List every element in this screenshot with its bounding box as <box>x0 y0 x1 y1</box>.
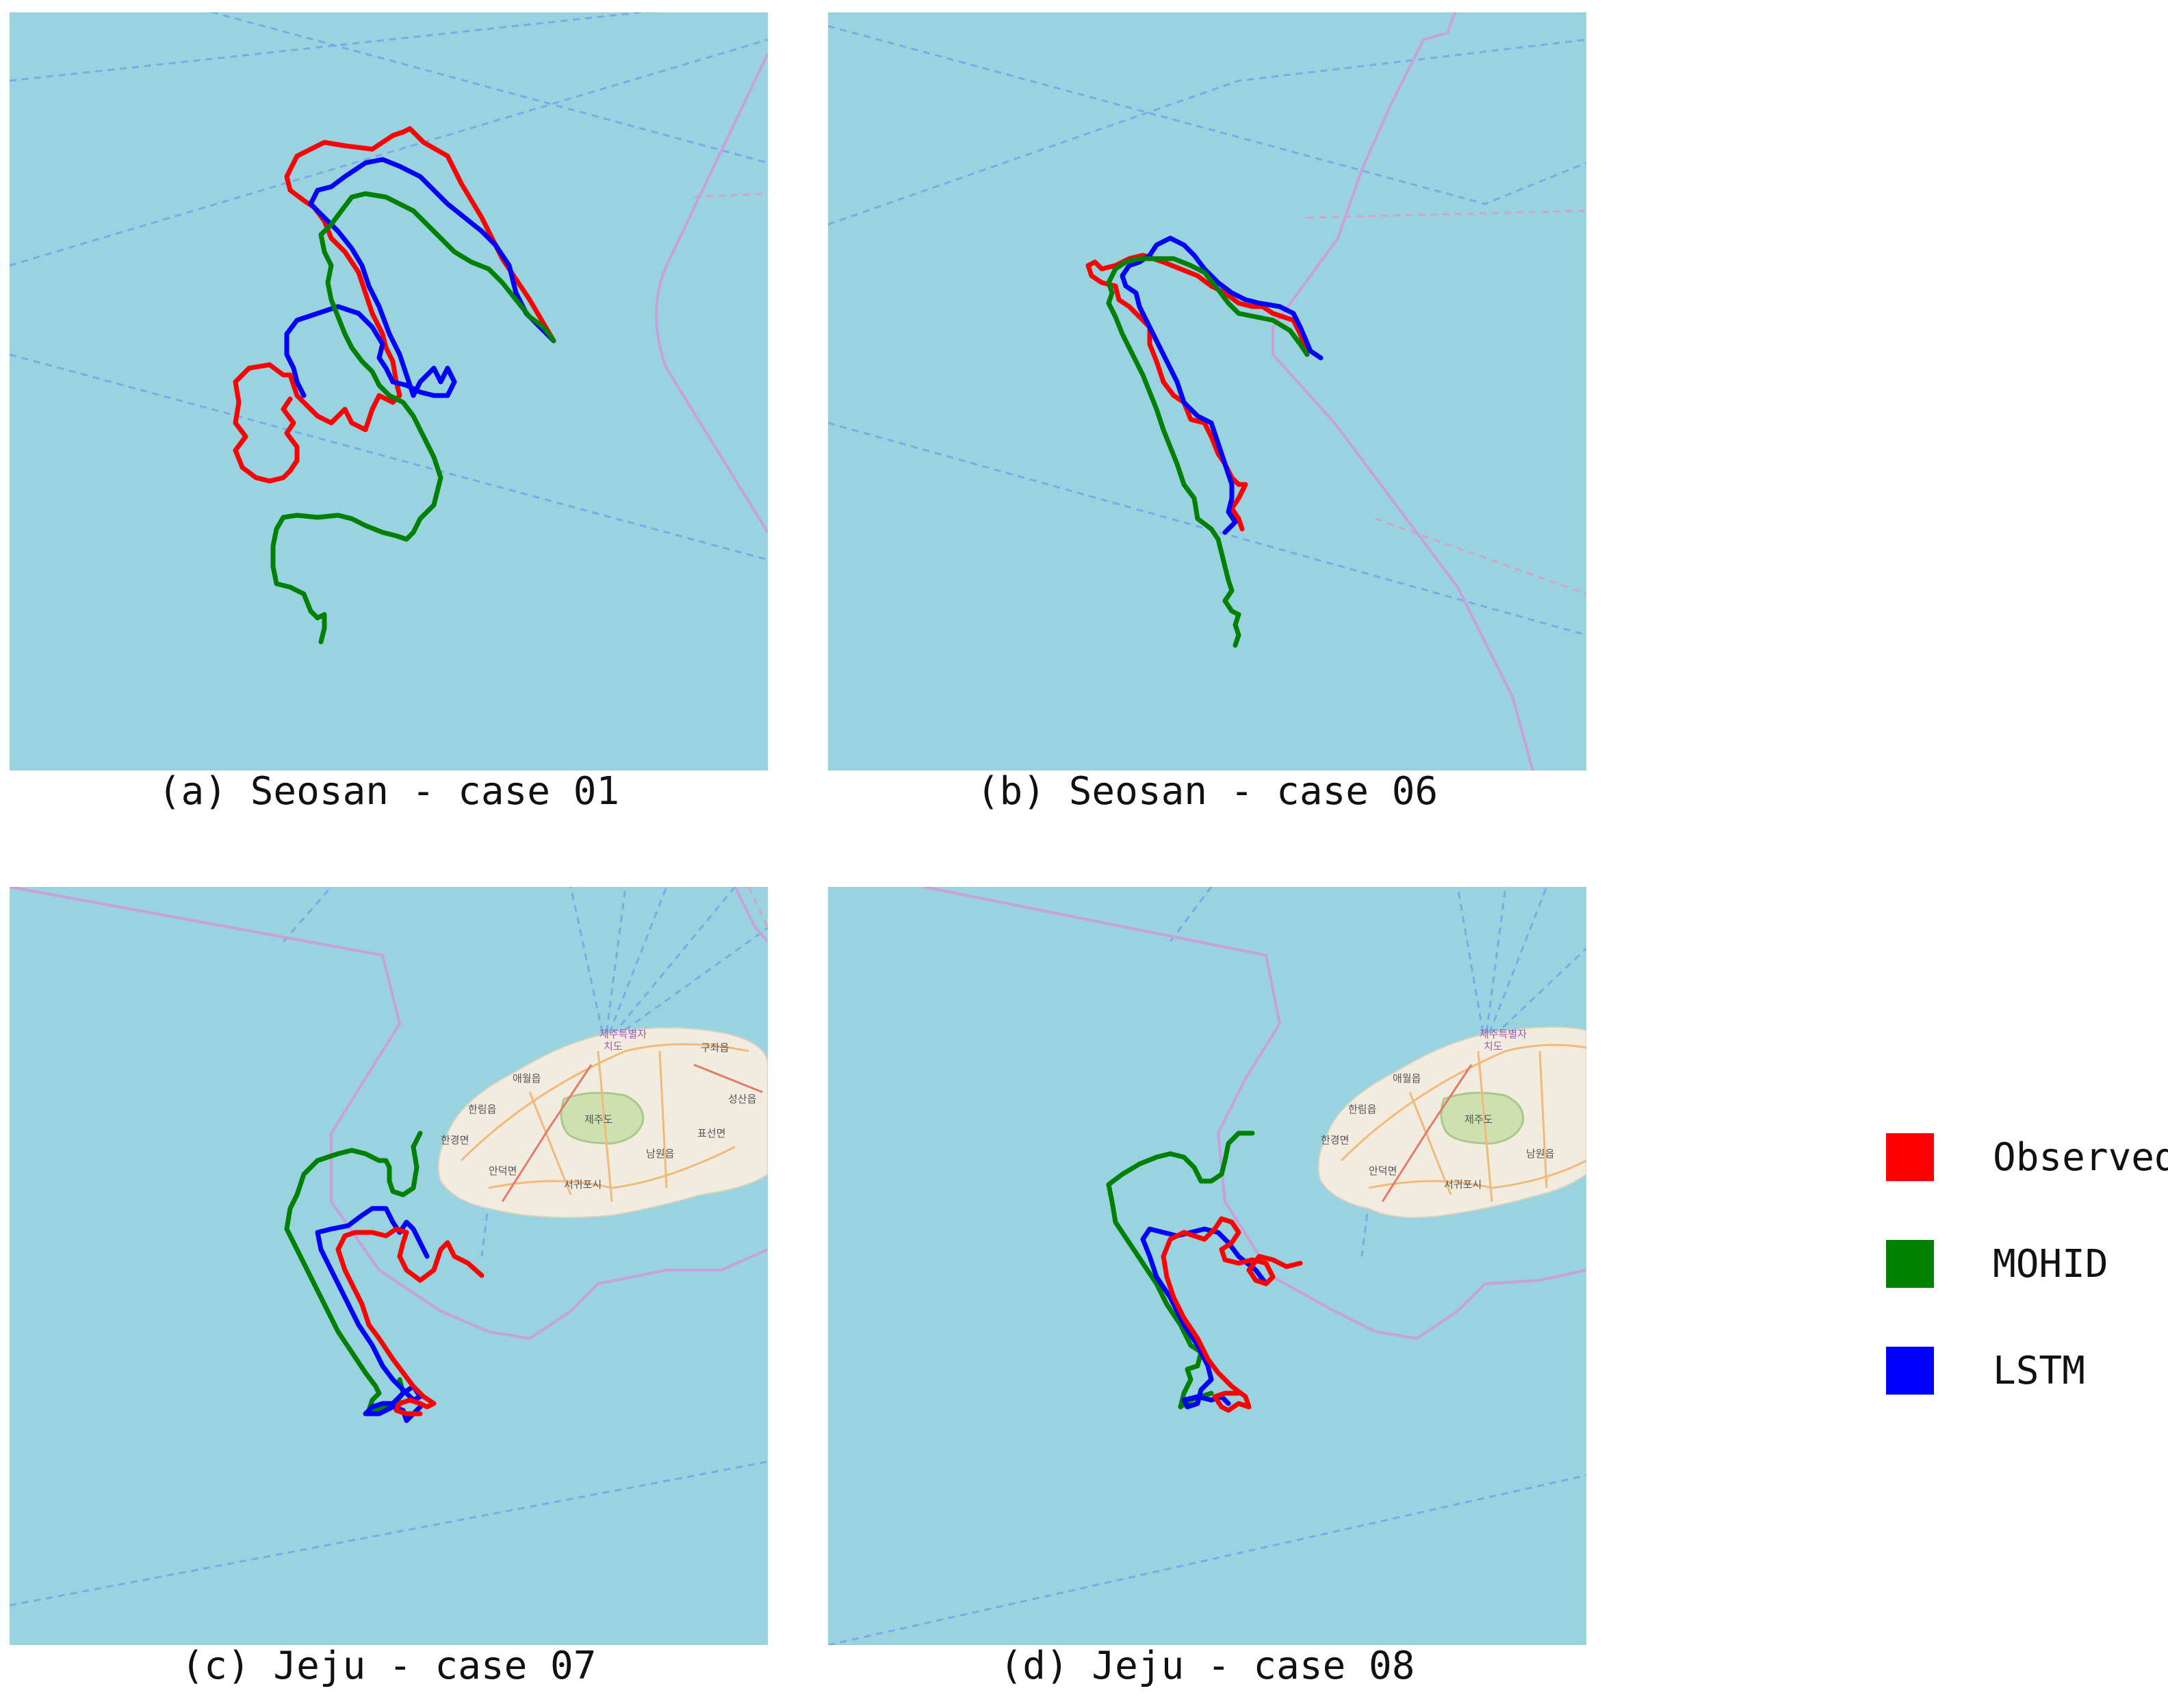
map-label: 구좌읍 <box>701 1041 729 1054</box>
maritime-boundary <box>10 887 768 1341</box>
map-panel-d: 제주특별자 치도 애월읍 한림읍 한경면 안덕면 제주도 서귀포시 남원읍 <box>828 887 1586 1645</box>
map-label: 표선면 <box>697 1127 725 1139</box>
caption-c: (c) Jeju - case 07 <box>181 1644 597 1688</box>
shipping-route <box>604 887 736 1045</box>
map-label: 서귀포시 <box>1444 1178 1482 1191</box>
road <box>658 1050 668 1189</box>
map-label: 한림읍 <box>1348 1103 1376 1115</box>
map-label: 애월읍 <box>513 1072 541 1085</box>
observed-track <box>335 1226 485 1416</box>
map-label: 남원읍 <box>1526 1148 1554 1160</box>
shipping-route <box>1456 887 1486 1045</box>
road <box>1408 1091 1452 1195</box>
shipping-route <box>693 192 768 198</box>
shipping-route <box>1484 947 1586 1046</box>
shipping-route <box>10 353 768 561</box>
major-road <box>501 1064 593 1202</box>
mohid-track <box>1106 256 1310 648</box>
map-label: 한경면 <box>1321 1134 1349 1146</box>
road <box>460 1043 749 1162</box>
map-label: 한경면 <box>441 1134 469 1146</box>
lstm-track <box>1140 1226 1269 1410</box>
lstm-track <box>284 157 556 398</box>
maritime-boundary <box>655 53 768 534</box>
shipping-route <box>1360 1201 1370 1257</box>
shipping-route <box>828 38 1586 226</box>
legend-swatch-mohid <box>1886 1240 1934 1288</box>
map-label: 서귀포시 <box>564 1178 602 1191</box>
map-label: 안덕면 <box>489 1165 517 1177</box>
road <box>1538 1050 1548 1189</box>
sea-background <box>10 887 768 1645</box>
map-label: 제주도 <box>584 1113 613 1126</box>
road <box>1368 1159 1586 1189</box>
legend-swatch-lstm <box>1886 1347 1934 1395</box>
mohid-track <box>1106 1130 1255 1410</box>
road <box>528 1091 572 1195</box>
map-panel-c: 제주특별자 치도 애월읍 한림읍 한경면 안덕면 제주도 서귀포시 남원읍 표선… <box>10 887 768 1645</box>
shipping-route <box>747 887 768 929</box>
map-label: 제주특별자 <box>1480 1028 1527 1040</box>
shipping-route <box>828 25 1586 205</box>
mohid-track <box>270 191 556 645</box>
shipping-route <box>604 927 768 1046</box>
map-label: 성산읍 <box>728 1093 756 1105</box>
observed-track <box>1161 1216 1303 1413</box>
map-label: 안덕면 <box>1369 1165 1397 1177</box>
lstm-track <box>1120 235 1324 535</box>
shipping-route <box>604 887 627 1045</box>
map-label: 제주도 <box>1464 1113 1493 1126</box>
legend-label: Observed <box>1993 1135 2168 1180</box>
road <box>597 1050 613 1202</box>
legend-label: MOHID <box>1993 1241 2108 1286</box>
legend-item-lstm: LSTM <box>1886 1347 2168 1395</box>
shipping-route <box>828 422 1586 636</box>
maritime-boundary <box>923 887 1586 1341</box>
legend-item-observed: Observed <box>1886 1133 2168 1181</box>
caption-d: (d) Jeju - case 08 <box>999 1644 1415 1688</box>
shipping-route <box>480 1201 490 1257</box>
major-road <box>1381 1064 1473 1202</box>
road <box>488 1146 736 1189</box>
legend-label: LSTM <box>1993 1348 2085 1393</box>
shipping-route <box>569 887 606 1045</box>
sea-background <box>828 12 1586 771</box>
road <box>1477 1050 1493 1202</box>
shipping-route <box>10 12 651 82</box>
caption-b: (b) Seosan - case 06 <box>976 769 1438 814</box>
shipping-route <box>1484 887 1507 1045</box>
shipping-route <box>604 887 668 1045</box>
lstm-track <box>315 1206 430 1423</box>
legend-swatch-observed <box>1886 1133 1934 1181</box>
shipping-route <box>1484 887 1548 1045</box>
maritime-boundary <box>1272 12 1534 771</box>
legend-item-mohid: MOHID <box>1886 1240 2168 1288</box>
map-label: 남원읍 <box>646 1148 674 1160</box>
observed-track <box>233 126 556 484</box>
shipping-route <box>209 12 768 164</box>
shipping-route <box>828 1474 1586 1645</box>
shipping-route <box>10 1460 768 1607</box>
map-label: 치도 <box>604 1040 623 1052</box>
mohid-track <box>284 1130 423 1413</box>
maritime-boundary <box>734 887 768 943</box>
sea-background <box>828 887 1586 1645</box>
caption-a: (a) Seosan - case 01 <box>157 769 620 814</box>
hallasan-park <box>560 1091 645 1145</box>
shipping-route <box>1375 517 1586 595</box>
map-panel-b <box>828 12 1586 771</box>
major-road <box>693 1063 763 1094</box>
map-label: 한림읍 <box>468 1103 496 1115</box>
map-label: 애월읍 <box>1393 1072 1421 1085</box>
map-label: 치도 <box>1484 1040 1503 1052</box>
sea-background <box>10 12 768 771</box>
legend: Observed MOHID LSTM <box>1886 1133 2168 1453</box>
map-label: 제주특별자 <box>599 1028 647 1040</box>
hallasan-park <box>1440 1091 1525 1145</box>
shipping-route <box>1306 209 1586 219</box>
map-panel-a <box>10 12 768 771</box>
shipping-route <box>10 38 768 267</box>
